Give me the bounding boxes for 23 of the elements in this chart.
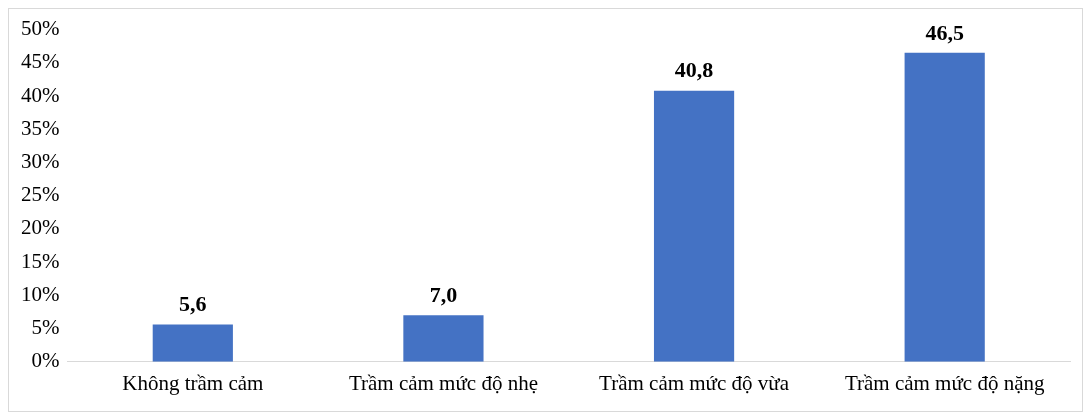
bar <box>904 52 985 362</box>
y-tick-label: 30% <box>20 149 60 173</box>
data-label: 46,5 <box>925 19 964 45</box>
y-tick-label: 20% <box>20 215 60 240</box>
y-tick-label: 40% <box>20 82 60 107</box>
y-tick-label: 25% <box>20 182 60 207</box>
y-tick-label: 35% <box>20 115 60 140</box>
y-tick-label: 10% <box>20 281 60 306</box>
y-tick-label: 45% <box>20 49 60 74</box>
y-tick-label: 5% <box>31 315 60 340</box>
x-tick-label: Trầm cảm mức độ nặng <box>844 370 1045 395</box>
bar <box>403 315 484 362</box>
y-tick-label: 15% <box>20 248 60 273</box>
data-label: 5,6 <box>179 291 207 317</box>
bar <box>152 324 233 362</box>
x-tick-label: Trầm cảm mức độ nhẹ <box>348 370 538 395</box>
x-tick-label: Không trầm cảm <box>122 370 264 395</box>
data-label: 7,0 <box>429 281 458 307</box>
data-label: 40,8 <box>674 57 714 83</box>
y-tick-label: 50% <box>20 16 60 41</box>
y-tick-label: 0% <box>31 348 60 373</box>
x-tick-label: Trầm cảm mức độ vừa <box>599 370 790 395</box>
bar <box>653 90 735 362</box>
